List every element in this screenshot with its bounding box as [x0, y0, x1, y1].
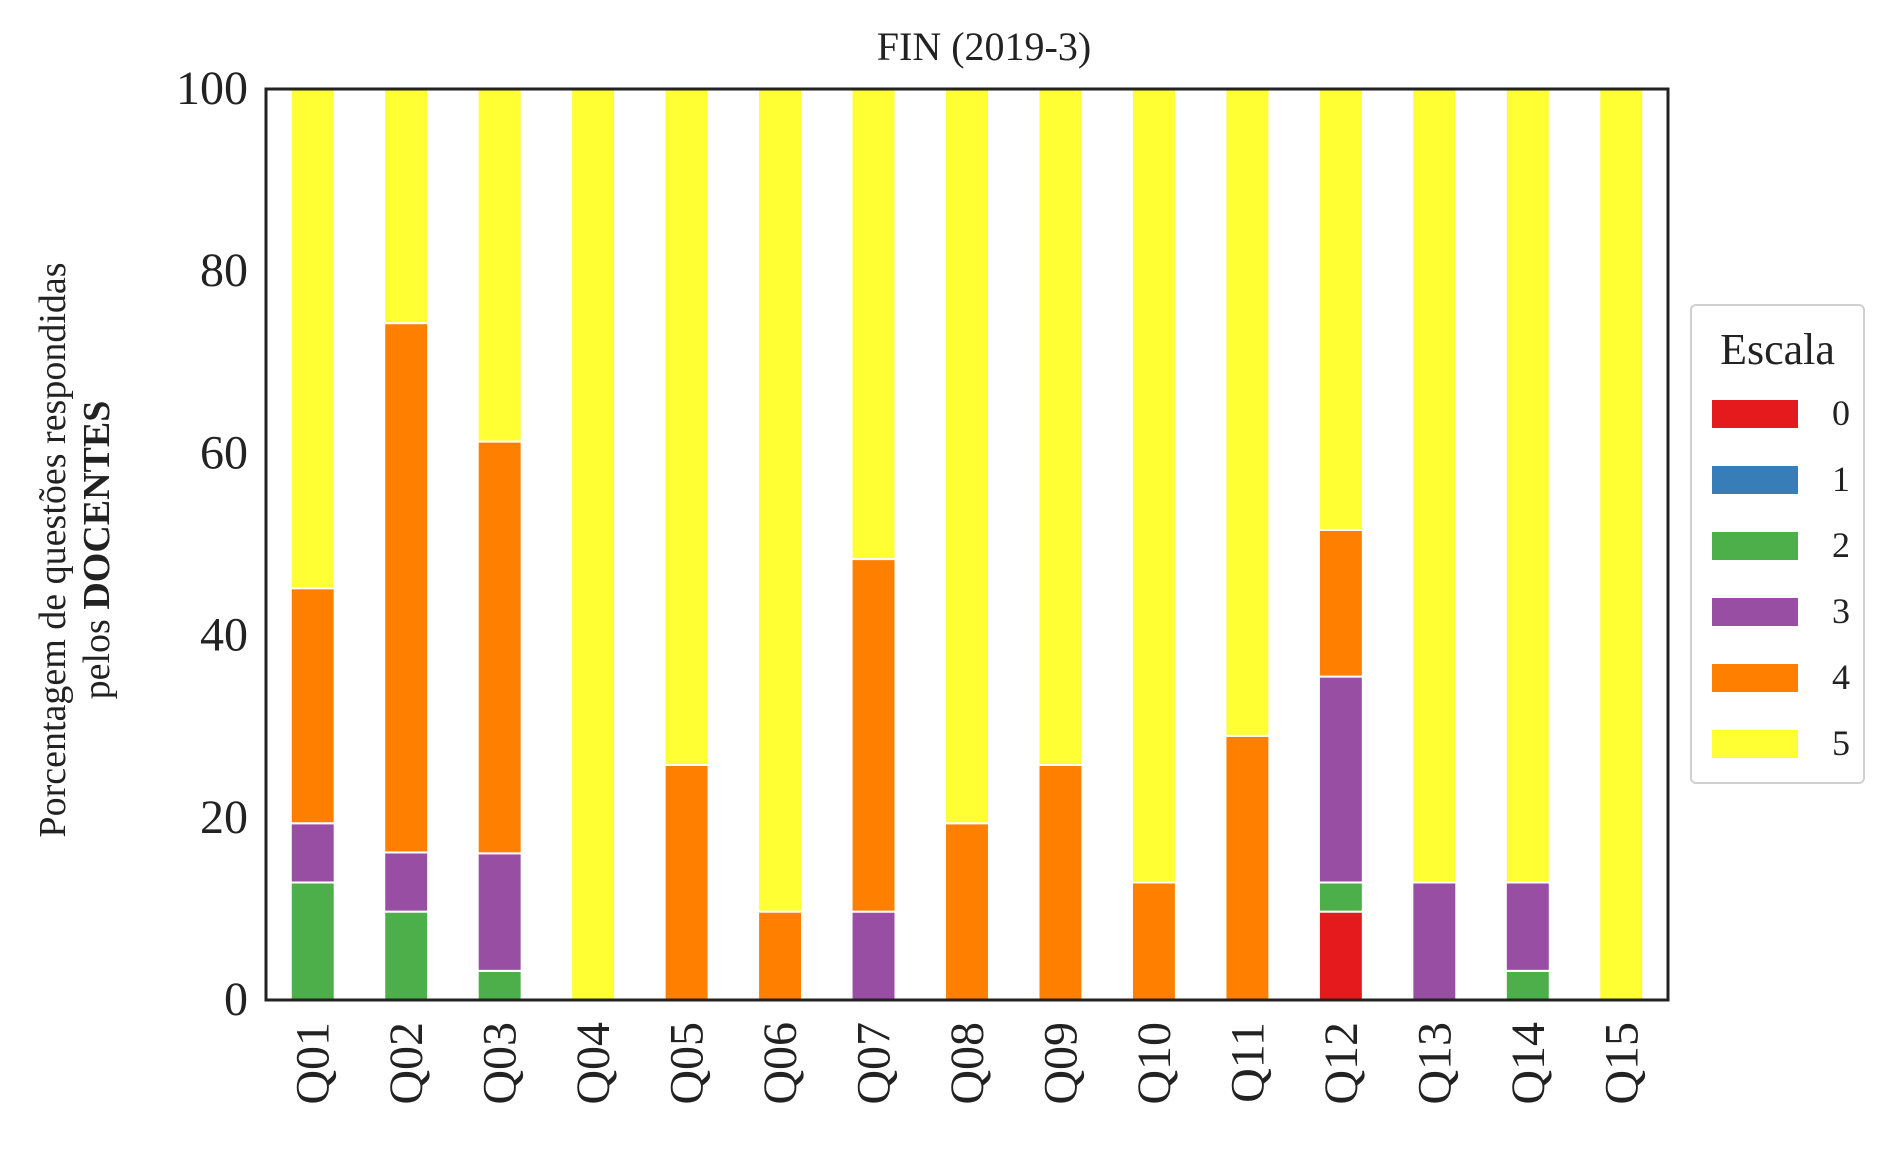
bar-Q10-scale-4 [1130, 881, 1177, 1002]
bar-Q11-scale-4 [1224, 734, 1271, 1001]
legend-label: 3 [1832, 591, 1850, 631]
bar-Q14-scale-3 [1504, 881, 1551, 972]
bar-Q06-scale-4 [757, 910, 804, 1001]
bar-Q04-scale-5 [570, 88, 617, 1001]
x-ticks-group: Q01 Q02 Q03 Q04 Q05 Q06 Q07 Q08 Q09 Q10 Q11 Q12 Q13 Q… [287, 1022, 1649, 1105]
legend-item-2: 2 [1712, 525, 1852, 566]
bar-Q02-scale-4 [383, 322, 430, 854]
bar-Q11-scale-5 [1224, 88, 1271, 737]
bar-Q06-scale-5 [757, 88, 804, 913]
legend-title: Escala [1720, 325, 1835, 374]
legend-swatch [1712, 466, 1798, 494]
legend-label: 2 [1832, 525, 1850, 565]
bar-Q10-scale-5 [1130, 88, 1177, 884]
y-tick-label: 20 [200, 791, 248, 844]
x-tick-label: Q11 [1221, 1022, 1274, 1103]
bar-Q12-scale-3 [1317, 675, 1364, 884]
bars-group [289, 88, 1645, 1002]
bar-Q01-scale-4 [289, 587, 336, 825]
legend-label: 5 [1832, 723, 1850, 763]
legend-swatch [1712, 400, 1798, 428]
bar-Q14-scale-2 [1504, 969, 1551, 1002]
x-tick-label: Q14 [1502, 1022, 1555, 1105]
x-tick-label: Q06 [754, 1022, 807, 1105]
bar-Q12-scale-0 [1317, 910, 1364, 1001]
bar-Q15-scale-5 [1598, 88, 1645, 1001]
x-tick-label: Q10 [1128, 1022, 1181, 1105]
y-axis-label: Porcentagem de questões respondidas pelo… [32, 262, 118, 837]
bar-Q13-scale-5 [1411, 88, 1458, 884]
x-tick-label: Q09 [1034, 1022, 1087, 1105]
legend-swatch [1712, 730, 1798, 758]
y-tick-label: 60 [200, 426, 248, 479]
y-axis-label-line2-prefix: pelos [76, 610, 118, 700]
bar-Q01-scale-5 [289, 88, 336, 590]
legend-item-1: 1 [1712, 459, 1852, 500]
x-tick-label: Q15 [1595, 1022, 1648, 1105]
x-tick-label: Q01 [287, 1022, 340, 1105]
bar-Q13-scale-3 [1411, 881, 1458, 1002]
x-tick-label: Q05 [661, 1022, 714, 1105]
legend-item-4: 4 [1712, 657, 1852, 698]
y-axis-label-line2: pelos DOCENTES [76, 401, 118, 700]
legend-item-3: 3 [1712, 591, 1852, 632]
bar-Q03-scale-5 [476, 88, 523, 443]
y-tick-label: 80 [200, 244, 248, 297]
bar-Q01-scale-2 [289, 881, 336, 1002]
y-ticks-group: 0 20 40 60 80 100 [176, 62, 248, 1026]
bar-Q02-scale-2 [383, 910, 430, 1001]
bar-Q03-scale-3 [476, 852, 523, 972]
x-tick-label: Q03 [474, 1022, 527, 1105]
bar-Q08-scale-5 [944, 88, 990, 825]
legend-label: 4 [1832, 657, 1850, 697]
legend-swatch [1712, 664, 1798, 692]
bar-Q02-scale-3 [383, 851, 430, 913]
bar-Q09-scale-4 [1037, 763, 1084, 1001]
x-tick-label: Q04 [567, 1022, 620, 1105]
x-tick-label: Q08 [941, 1022, 994, 1105]
legend-item-5: 5 [1712, 723, 1852, 764]
x-tick-label: Q02 [380, 1022, 433, 1105]
y-tick-label: 100 [176, 62, 248, 115]
y-axis-label-line2-bold: DOCENTES [76, 401, 118, 610]
bar-Q07-scale-3 [850, 910, 897, 1001]
bar-Q07-scale-5 [850, 88, 897, 561]
legend-label: 0 [1832, 393, 1850, 433]
bar-Q03-scale-4 [476, 440, 523, 855]
bar-Q12-scale-4 [1317, 528, 1364, 678]
y-tick-label: 0 [224, 973, 248, 1026]
x-tick-label: Q07 [848, 1022, 901, 1105]
plot-frame [264, 87, 1670, 1002]
legend-item-0: 0 [1712, 393, 1852, 434]
bar-Q14-scale-5 [1504, 88, 1551, 884]
legend-swatch [1712, 532, 1798, 560]
bar-Q05-scale-4 [663, 763, 710, 1001]
chart-title: FIN (2019-3) [877, 24, 1091, 69]
bar-Q05-scale-5 [663, 88, 710, 766]
bar-Q12-scale-2 [1317, 881, 1364, 913]
bar-Q03-scale-2 [476, 969, 523, 1002]
x-tick-label: Q13 [1408, 1022, 1461, 1105]
legend: Escala 0 1 2 3 4 5 [1690, 304, 1865, 784]
bar-Q12-scale-5 [1317, 88, 1364, 531]
bar-Q02-scale-5 [383, 88, 430, 325]
bar-Q09-scale-5 [1037, 88, 1084, 766]
legend-swatch [1712, 598, 1798, 626]
legend-label: 1 [1832, 459, 1850, 499]
bar-Q01-scale-3 [289, 822, 336, 884]
bar-Q08-scale-4 [944, 822, 990, 1001]
y-tick-label: 40 [200, 609, 248, 662]
x-tick-label: Q12 [1315, 1022, 1368, 1105]
bar-Q07-scale-4 [850, 558, 897, 913]
y-axis-label-line1: Porcentagem de questões respondidas [32, 262, 74, 837]
